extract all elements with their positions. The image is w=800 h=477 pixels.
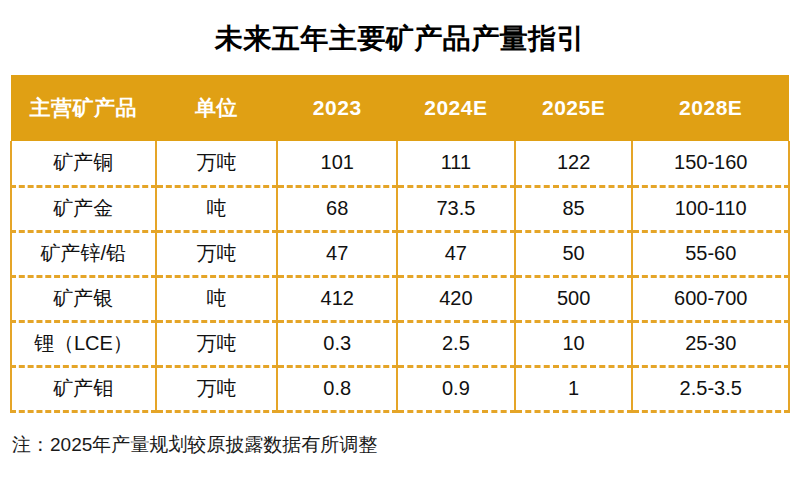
table-cell-unit: 吨	[156, 276, 278, 321]
table-cell-2025e: 1	[515, 366, 633, 411]
table-cell-product: 矿产铜	[11, 141, 156, 186]
table-row: 锂（LCE） 万吨 0.3 2.5 10 25-30	[11, 321, 789, 366]
table-cell-2023: 0.8	[277, 366, 397, 411]
table-row: 矿产银 吨 412 420 500 600-700	[11, 276, 789, 321]
production-guidance-table: 主营矿产品 单位 2023 2024E 2025E 2028E 矿产铜 万吨 1…	[10, 75, 790, 413]
table-cell-2028e: 2.5-3.5	[632, 366, 789, 411]
table-row: 矿产金 吨 68 73.5 85 100-110	[11, 186, 789, 231]
table-cell-product: 锂（LCE）	[11, 321, 156, 366]
table-cell-unit: 万吨	[156, 366, 278, 411]
table-cell-product: 矿产银	[11, 276, 156, 321]
table-cell-2028e: 55-60	[632, 231, 789, 276]
table-row: 矿产铜 万吨 101 111 122 150-160	[11, 141, 789, 186]
table-cell-2023: 0.3	[277, 321, 397, 366]
table-cell-unit: 万吨	[156, 231, 278, 276]
column-header-product: 主营矿产品	[11, 75, 156, 141]
figure-page: 未来五年主要矿产品产量指引 主营矿产品 单位 2023 2024E 2025E …	[0, 0, 800, 477]
table-cell-2023: 101	[277, 141, 397, 186]
table-row: 矿产锌/铅 万吨 47 47 50 55-60	[11, 231, 789, 276]
table-cell-2025e: 50	[515, 231, 633, 276]
table-cell-unit: 万吨	[156, 321, 278, 366]
column-header-2024e: 2024E	[397, 75, 515, 141]
table-cell-2024e: 0.9	[397, 366, 515, 411]
table-cell-2025e: 122	[515, 141, 633, 186]
table-cell-product: 矿产金	[11, 186, 156, 231]
table-cell-2024e: 111	[397, 141, 515, 186]
table-header-row: 主营矿产品 单位 2023 2024E 2025E 2028E	[11, 75, 789, 141]
table-cell-2025e: 10	[515, 321, 633, 366]
table-cell-product: 矿产锌/铅	[11, 231, 156, 276]
table-cell-unit: 吨	[156, 186, 278, 231]
table-cell-2024e: 73.5	[397, 186, 515, 231]
table-cell-2028e: 25-30	[632, 321, 789, 366]
table-cell-2028e: 150-160	[632, 141, 789, 186]
table-row: 矿产钼 万吨 0.8 0.9 1 2.5-3.5	[11, 366, 789, 411]
table-cell-2028e: 100-110	[632, 186, 789, 231]
column-header-2028e: 2028E	[632, 75, 789, 141]
table-cell-product: 矿产钼	[11, 366, 156, 411]
column-header-unit: 单位	[156, 75, 278, 141]
table-cell-2023: 412	[277, 276, 397, 321]
table-cell-2023: 68	[277, 186, 397, 231]
page-title: 未来五年主要矿产品产量指引	[10, 20, 790, 58]
column-header-2023: 2023	[277, 75, 397, 141]
table-cell-2024e: 47	[397, 231, 515, 276]
table-cell-2024e: 2.5	[397, 321, 515, 366]
table-cell-2028e: 600-700	[632, 276, 789, 321]
table-cell-2023: 47	[277, 231, 397, 276]
table-cell-2024e: 420	[397, 276, 515, 321]
table-cell-unit: 万吨	[156, 141, 278, 186]
footnote: 注：2025年产量规划较原披露数据有所调整	[10, 432, 790, 458]
table-cell-2025e: 500	[515, 276, 633, 321]
table-cell-2025e: 85	[515, 186, 633, 231]
column-header-2025e: 2025E	[515, 75, 633, 141]
